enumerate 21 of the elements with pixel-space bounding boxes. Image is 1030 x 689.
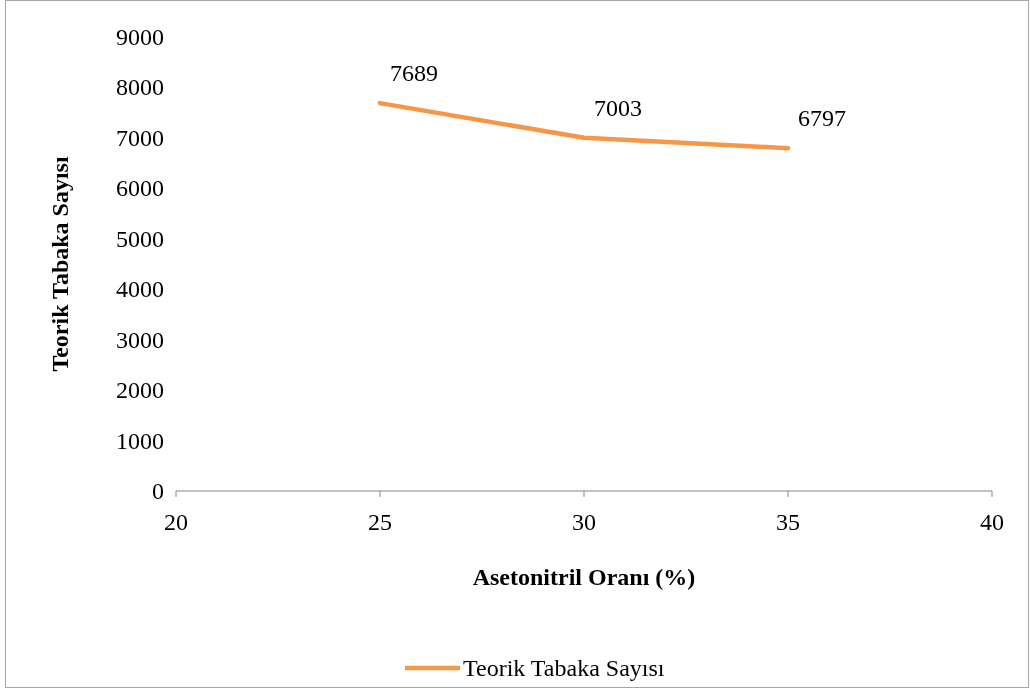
data-label: 7003 [594, 94, 642, 121]
x-tick-label: 30 [572, 509, 596, 535]
y-tick-label: 1000 [116, 427, 164, 454]
x-tick-label: 40 [980, 509, 1004, 535]
y-axis-title: Teorik Tabaka Sayısı [47, 156, 73, 372]
x-tick-label: 25 [368, 509, 392, 535]
y-tick-label: 3000 [116, 326, 164, 353]
data-label: 6797 [798, 105, 846, 132]
y-tick-label: 4000 [116, 276, 164, 303]
y-tick-label: 2000 [116, 377, 164, 404]
x-axis-title: Asetonitril Oranı (%) [472, 564, 696, 590]
y-tick-label: 7000 [116, 124, 164, 151]
x-tick-label: 20 [164, 509, 188, 535]
y-tick-label: 9000 [116, 24, 164, 50]
y-tick-label: 8000 [116, 74, 164, 101]
y-tick-label: 0 [152, 478, 164, 504]
data-label: 7689 [390, 60, 438, 87]
x-tick-label: 35 [776, 509, 800, 535]
y-tick-label: 6000 [116, 175, 164, 202]
y-tick-label: 5000 [116, 225, 164, 252]
legend-label: Teorik Tabaka Sayısı [463, 655, 665, 681]
